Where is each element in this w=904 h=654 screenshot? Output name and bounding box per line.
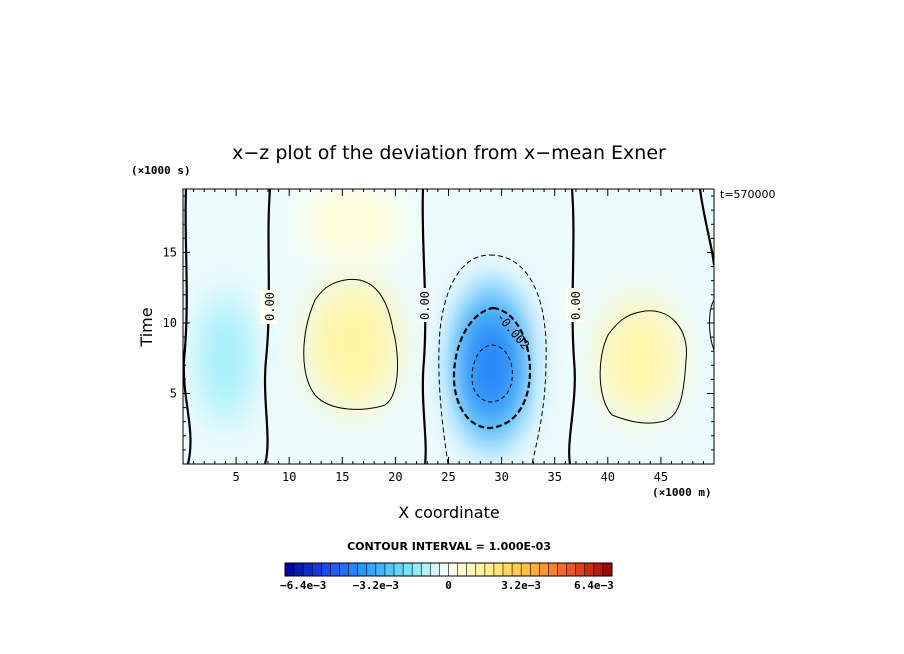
colorbar-cell — [412, 563, 422, 576]
zero-contour-4 — [568, 189, 576, 464]
colorbar-cell — [457, 563, 467, 576]
colorbar-cell — [557, 563, 567, 576]
colorbar-tick-label: −3.2e−3 — [353, 579, 399, 592]
zero-contour-3 — [421, 189, 427, 464]
y-tick-label: 10 — [163, 316, 177, 330]
colorbar — [284, 562, 613, 577]
colorbar-cell — [430, 563, 440, 576]
contour-label: 0.00 — [263, 292, 277, 321]
negative-contour-2 — [452, 306, 532, 430]
x-tick-label: 5 — [232, 470, 239, 484]
contour-label: 0.00 — [418, 291, 432, 320]
chart-title: x−z plot of the deviation from x−mean Ex… — [232, 142, 666, 164]
colorbar-cell — [475, 563, 486, 576]
y-tick-label: 5 — [170, 386, 177, 400]
colorbar-tick-label: 6.4e−3 — [574, 579, 614, 592]
colorbar-cell — [384, 563, 395, 576]
field-blob — [294, 189, 412, 267]
colorbar-cell — [493, 563, 504, 576]
x-tick-label: 40 — [601, 470, 615, 484]
colorbar-cell — [294, 563, 304, 576]
field-blob — [299, 266, 407, 422]
colorbar-cell — [466, 563, 477, 576]
x-axis: 5 10 15 20 25 30 35 40 45 — [193, 189, 704, 484]
y-unit-label: (×1000 s) — [131, 164, 191, 177]
y-axis-label: Time — [137, 307, 156, 347]
colorbar-cell — [575, 563, 586, 576]
colorbar-cell — [348, 563, 358, 576]
contour-lines — [183, 189, 714, 464]
colorbar-tick-label: 3.2e−3 — [501, 579, 541, 592]
positive-contour-2 — [599, 310, 687, 424]
colorbar-tick-label: 0 — [445, 579, 452, 592]
y-tick-label: 15 — [163, 245, 177, 259]
colorbar-cell — [593, 563, 604, 576]
colorbar-cell — [330, 563, 340, 576]
x-tick-label: 20 — [388, 470, 402, 484]
zero-contour-5 — [698, 189, 714, 266]
positive-contour-1 — [303, 278, 399, 410]
colorbar-cell — [403, 563, 413, 576]
x-tick-label: 45 — [654, 470, 668, 484]
contour-interval: CONTOUR INTERVAL = 1.000E-03 — [347, 540, 551, 553]
x-tick-label: 15 — [335, 470, 349, 484]
colorbar-cell — [539, 563, 549, 576]
colorbar-cell — [512, 563, 522, 576]
x-tick-label: 30 — [494, 470, 508, 484]
colorbar-cell — [357, 563, 368, 576]
colorbar-cell — [503, 563, 513, 576]
contour-label: 0.00 — [569, 291, 583, 320]
negative-contour-3 — [471, 344, 513, 403]
x-unit-label: (×1000 m) — [652, 486, 712, 499]
field-blob — [448, 273, 534, 457]
zero-contour-1 — [183, 189, 192, 464]
field-blob — [193, 280, 258, 436]
colorbar-cell — [303, 563, 313, 576]
colorbar-cell — [448, 563, 458, 576]
colorbar-cell — [394, 563, 404, 576]
colorbar-cell — [521, 563, 531, 576]
negative-contour-1 — [438, 254, 547, 464]
colorbar-cell — [566, 563, 576, 576]
colorbar-cell — [366, 563, 377, 576]
colorbar-ticks: −6.4e−3 −3.2e−3 0 3.2e−3 6.4e−3 — [280, 579, 614, 592]
y-axis: 5 10 15 — [163, 195, 714, 451]
field-blob — [591, 287, 688, 429]
x-axis-label: X coordinate — [398, 503, 499, 522]
colorbar-cell — [285, 563, 295, 576]
colorbar-cell — [339, 563, 349, 576]
colorbar-frame — [284, 562, 613, 577]
x-tick-label: 10 — [282, 470, 296, 484]
colorbar-tick-label: −6.4e−3 — [280, 579, 326, 592]
colorbar-cell — [484, 563, 495, 576]
zero-contour-2 — [263, 189, 272, 464]
colorbar-cell — [321, 563, 331, 576]
colorbar-cell — [439, 563, 449, 576]
colorbar-cell — [530, 563, 540, 576]
colorbar-cell — [375, 563, 386, 576]
colorbar-cell — [584, 563, 595, 576]
x-tick-label: 25 — [441, 470, 455, 484]
colorbar-cell — [312, 563, 322, 576]
colorbar-cell — [548, 563, 558, 576]
colorbar-cell — [421, 563, 431, 576]
time-label: t=570000 — [720, 188, 776, 201]
x-tick-label: 35 — [547, 470, 561, 484]
colorbar-cell — [602, 563, 613, 576]
